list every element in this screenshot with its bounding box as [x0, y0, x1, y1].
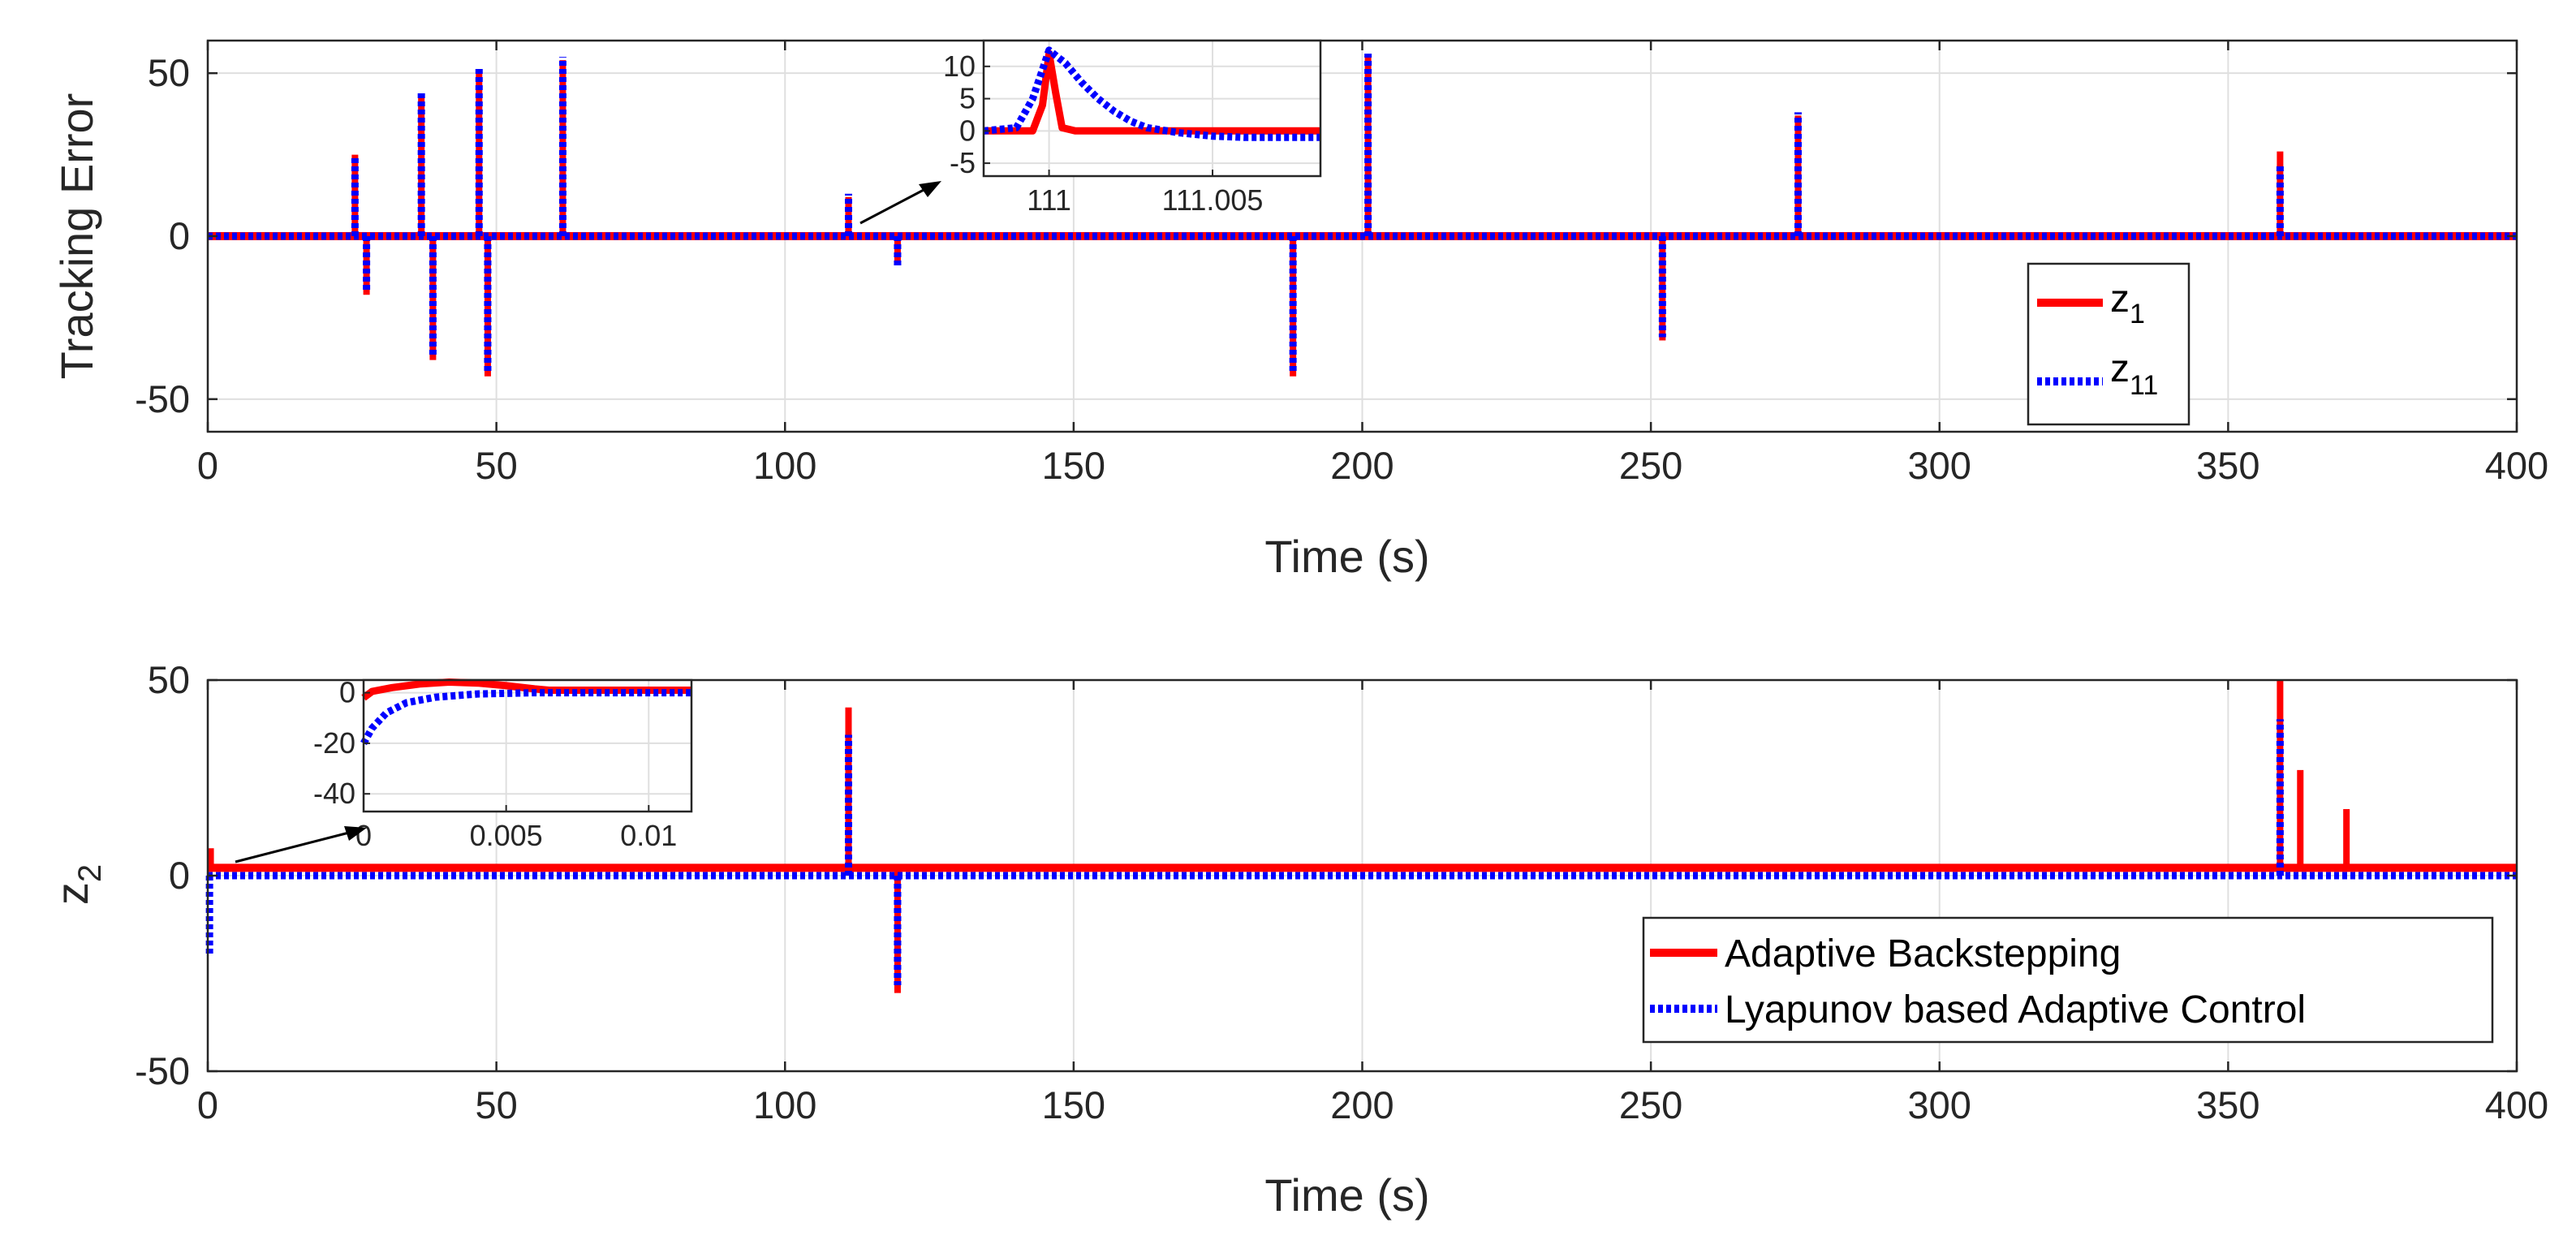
- x-tick-label: 100: [753, 444, 816, 487]
- legend-label-adaptive-backstepping: Adaptive Backstepping: [1725, 932, 2121, 975]
- z2-legend: Adaptive Backstepping Lyapunov based Ada…: [1642, 916, 2494, 1044]
- x-tick-label: 250: [1619, 1083, 1682, 1126]
- z2-series: [205, 680, 2517, 993]
- tracking-error-series: [208, 54, 2517, 377]
- legend-label-lyapunov: Lyapunov based Adaptive Control: [1725, 988, 2306, 1031]
- tracking-error-inset-series: [983, 46, 1320, 141]
- x-tick-label: 100: [753, 1083, 816, 1126]
- z2-inset-box: [362, 678, 693, 813]
- inset-y-tick-label: -20: [313, 726, 355, 760]
- inset-y-tick-label: -40: [313, 777, 355, 810]
- inset-x-tick-label: 111.005: [1162, 183, 1264, 217]
- z2-ylabel: z2: [46, 864, 108, 905]
- y-tick-label: 50: [148, 658, 190, 701]
- x-tick-label: 150: [1042, 444, 1105, 487]
- y-tick-label: 0: [169, 214, 190, 257]
- x-tick-label: 250: [1619, 444, 1682, 487]
- x-tick-label: 0: [197, 1083, 218, 1126]
- z2-legend-box: [1642, 916, 2494, 1044]
- x-tick-label: 50: [475, 444, 517, 487]
- z2-xlabel: Time (s): [1264, 1169, 1429, 1221]
- y-tick-label: -50: [135, 377, 190, 420]
- z2-inset-arrow: [235, 826, 367, 863]
- x-tick-label: 400: [2485, 444, 2548, 487]
- x-tick-label: 350: [2196, 1083, 2259, 1126]
- y-tick-label: -50: [135, 1049, 190, 1092]
- z2-inset-series: [360, 678, 691, 746]
- inset-x-tick-label: 111: [1027, 183, 1071, 217]
- x-tick-label: 200: [1330, 444, 1394, 487]
- z2-inset: 0 0.005 0.01 -40 -20 0: [313, 676, 693, 852]
- tracking-error-xlabel: Time (s): [1264, 531, 1429, 582]
- x-tick-label: 150: [1042, 1083, 1105, 1126]
- x-tick-label: 400: [2485, 1083, 2548, 1126]
- tracking-error-legend: z1 z11: [2027, 262, 2190, 426]
- tracking-error-legend-box: [2027, 262, 2190, 426]
- inset-y-tick-label: -5: [950, 146, 976, 179]
- x-tick-label: 0: [197, 444, 218, 487]
- z2-inset-ticks: 0 0.005 0.01 -40 -20 0: [313, 676, 677, 852]
- svg-text:z2: z2: [46, 864, 108, 905]
- tracking-error-inset-box: [982, 39, 1322, 178]
- x-tick-label: 350: [2196, 444, 2259, 487]
- legend-label-z11: z11: [2110, 347, 2158, 401]
- inset-x-tick-label: 0.01: [620, 819, 677, 852]
- x-tick-label: 300: [1908, 444, 1971, 487]
- inset-y-tick-label: 0: [339, 676, 355, 709]
- inset-x-tick-label: 0.005: [470, 819, 543, 852]
- y-tick-label: 0: [169, 854, 190, 897]
- inset-y-tick-label: 10: [943, 50, 976, 83]
- inset-series-line: [984, 50, 1320, 135]
- inset-y-tick-label: 5: [959, 82, 976, 115]
- inset-series-line: [360, 689, 691, 746]
- z2-inset-background: [364, 680, 691, 812]
- tracking-error-ylabel: Tracking Error: [51, 93, 102, 380]
- legend-label-z1: z1: [2110, 278, 2145, 329]
- tracking-error-inset-arrow: [859, 181, 941, 225]
- tracking-error-inset-background: [984, 41, 1320, 176]
- x-tick-label: 300: [1908, 1083, 1971, 1126]
- x-tick-label: 50: [475, 1083, 517, 1126]
- inset-x-tick-label: 0: [355, 819, 372, 852]
- x-tick-label: 200: [1330, 1083, 1394, 1126]
- y-tick-label: 50: [148, 51, 190, 94]
- inset-series-line: [983, 46, 1320, 141]
- inset-y-tick-label: 0: [959, 114, 976, 147]
